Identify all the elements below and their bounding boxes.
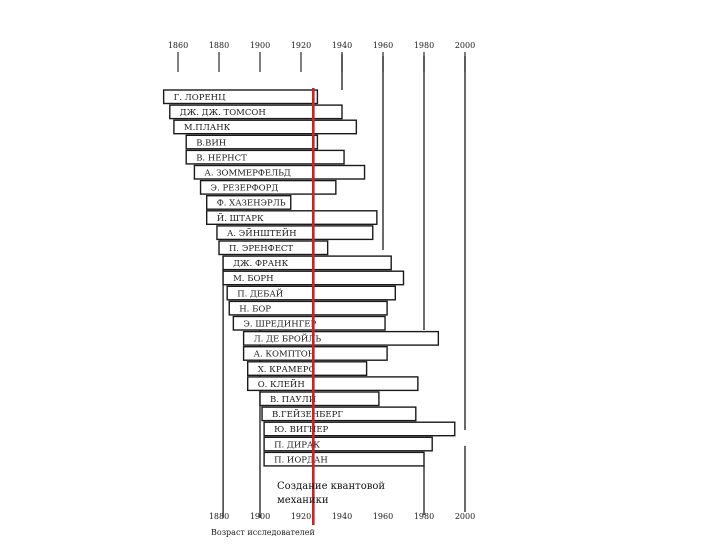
scientist-name: М. БОРН — [233, 274, 273, 284]
scientist-bar — [259, 391, 380, 407]
scientist-bar — [216, 225, 374, 241]
scientist-name: ДЖ. ДЖ. ТОМСОН — [180, 108, 266, 118]
scientist-bar — [205, 210, 378, 226]
top-year-label: 1940 — [332, 41, 352, 50]
scientist-bar — [169, 104, 343, 120]
scientist-bar — [232, 315, 386, 331]
scientist-bar — [226, 285, 397, 301]
scientist-bar — [246, 376, 419, 392]
scientist-name: Х. КРАМЕРС — [258, 365, 315, 375]
scientist-bar — [205, 194, 292, 210]
scientist-bar — [242, 346, 388, 361]
top-year-label: 1880 — [209, 41, 229, 50]
scientist-bar — [185, 149, 345, 165]
top-year-label: 1900 — [250, 41, 270, 50]
bottom-year-label: 1920 — [291, 512, 311, 521]
scientist-bar — [261, 406, 417, 422]
scientist-name: П. ИОРДАН — [274, 455, 328, 465]
scientist-bar — [185, 134, 319, 150]
scientist-name: Ю. ВИГНЕР — [274, 425, 328, 435]
scientist-name: Л. ДЕ БРОЙЛЬ — [254, 333, 322, 345]
scientist-name: Э. РЕЗЕРФОРД — [211, 184, 279, 194]
scientist-name: П. ЭРЕНФЕСТ — [229, 244, 293, 254]
scientist-bar — [199, 179, 337, 195]
scientist-name: Г. ЛОРЕНЦ — [174, 93, 226, 103]
scientist-name: В. ПАУЛИ — [270, 395, 316, 405]
top-year-label: 1960 — [373, 41, 393, 50]
scientist-bar — [173, 119, 358, 135]
scientist-name: ДЖ. ФРАНК — [233, 259, 288, 269]
bottom-year-label: 1940 — [332, 512, 352, 521]
bottom-axis-label: Возраст исследователей — [211, 528, 315, 537]
scientist-bar — [193, 164, 366, 180]
scientist-name: М.ПЛАНК — [184, 123, 231, 133]
scientist-bar — [246, 361, 368, 376]
top-year-label: 1980 — [414, 41, 434, 50]
bottom-year-label: 2000 — [455, 512, 475, 521]
scientist-bar — [162, 89, 319, 105]
scientist-name: Н. БОР — [239, 304, 271, 314]
bottom-year-label: 1880 — [209, 512, 229, 521]
top-year-label: 1920 — [291, 41, 311, 50]
scientist-name: А. КОМПТОН — [254, 350, 316, 360]
caption-line-1: Создание квантовой — [277, 481, 385, 492]
scientist-name: В.ВИН — [196, 138, 226, 148]
bottom-year-label: 1900 — [250, 512, 270, 521]
scientist-name: В. НЕРНСТ — [196, 153, 247, 163]
top-year-label: 1860 — [168, 41, 188, 50]
bottom-year-axis: 1880 1900 1920 1940 1960 1980 2000 — [209, 512, 475, 521]
scientist-bar — [218, 240, 329, 256]
scientist-name: А. ЭЙНШТЕЙН — [227, 227, 297, 239]
scientist-name: О. КЛЕЙН — [258, 378, 305, 390]
bottom-year-label: 1980 — [414, 512, 434, 521]
scientist-name: П. ДЕБАЙ — [237, 287, 283, 299]
scientist-bar — [263, 421, 456, 437]
scientist-bar — [263, 451, 425, 467]
caption-line-2: механики — [277, 495, 329, 506]
scientist-bars: Г. ЛОРЕНЦ ДЖ. ДЖ. ТОМСОН М.ПЛАНК В.ВИН В. НЕ… — [162, 89, 456, 467]
scientist-name: П. ДИРАК — [274, 440, 320, 450]
scientist-bar — [263, 436, 433, 452]
bottom-year-label: 1960 — [373, 512, 393, 521]
scientist-name: Э. ШРЕДИНГЕР — [243, 320, 316, 330]
scientist-name: Й. ШТАРК — [217, 212, 264, 224]
scientist-name: А. ЗОММЕРФЕЛЬД — [204, 169, 291, 179]
scientist-bar — [222, 255, 392, 271]
scientist-bar — [242, 330, 440, 346]
scientist-name: Ф. ХАЗЕНЭРЛЬ — [217, 199, 286, 209]
scientist-name: В.ГЕЙЗЕНБЕРГ — [272, 408, 343, 420]
top-year-label: 2000 — [455, 41, 475, 50]
top-year-axis: 1860 1880 1900 1920 1940 1960 1980 2000 — [168, 41, 475, 72]
lifespan-lines — [222, 54, 466, 518]
scientist-bar — [228, 300, 388, 316]
